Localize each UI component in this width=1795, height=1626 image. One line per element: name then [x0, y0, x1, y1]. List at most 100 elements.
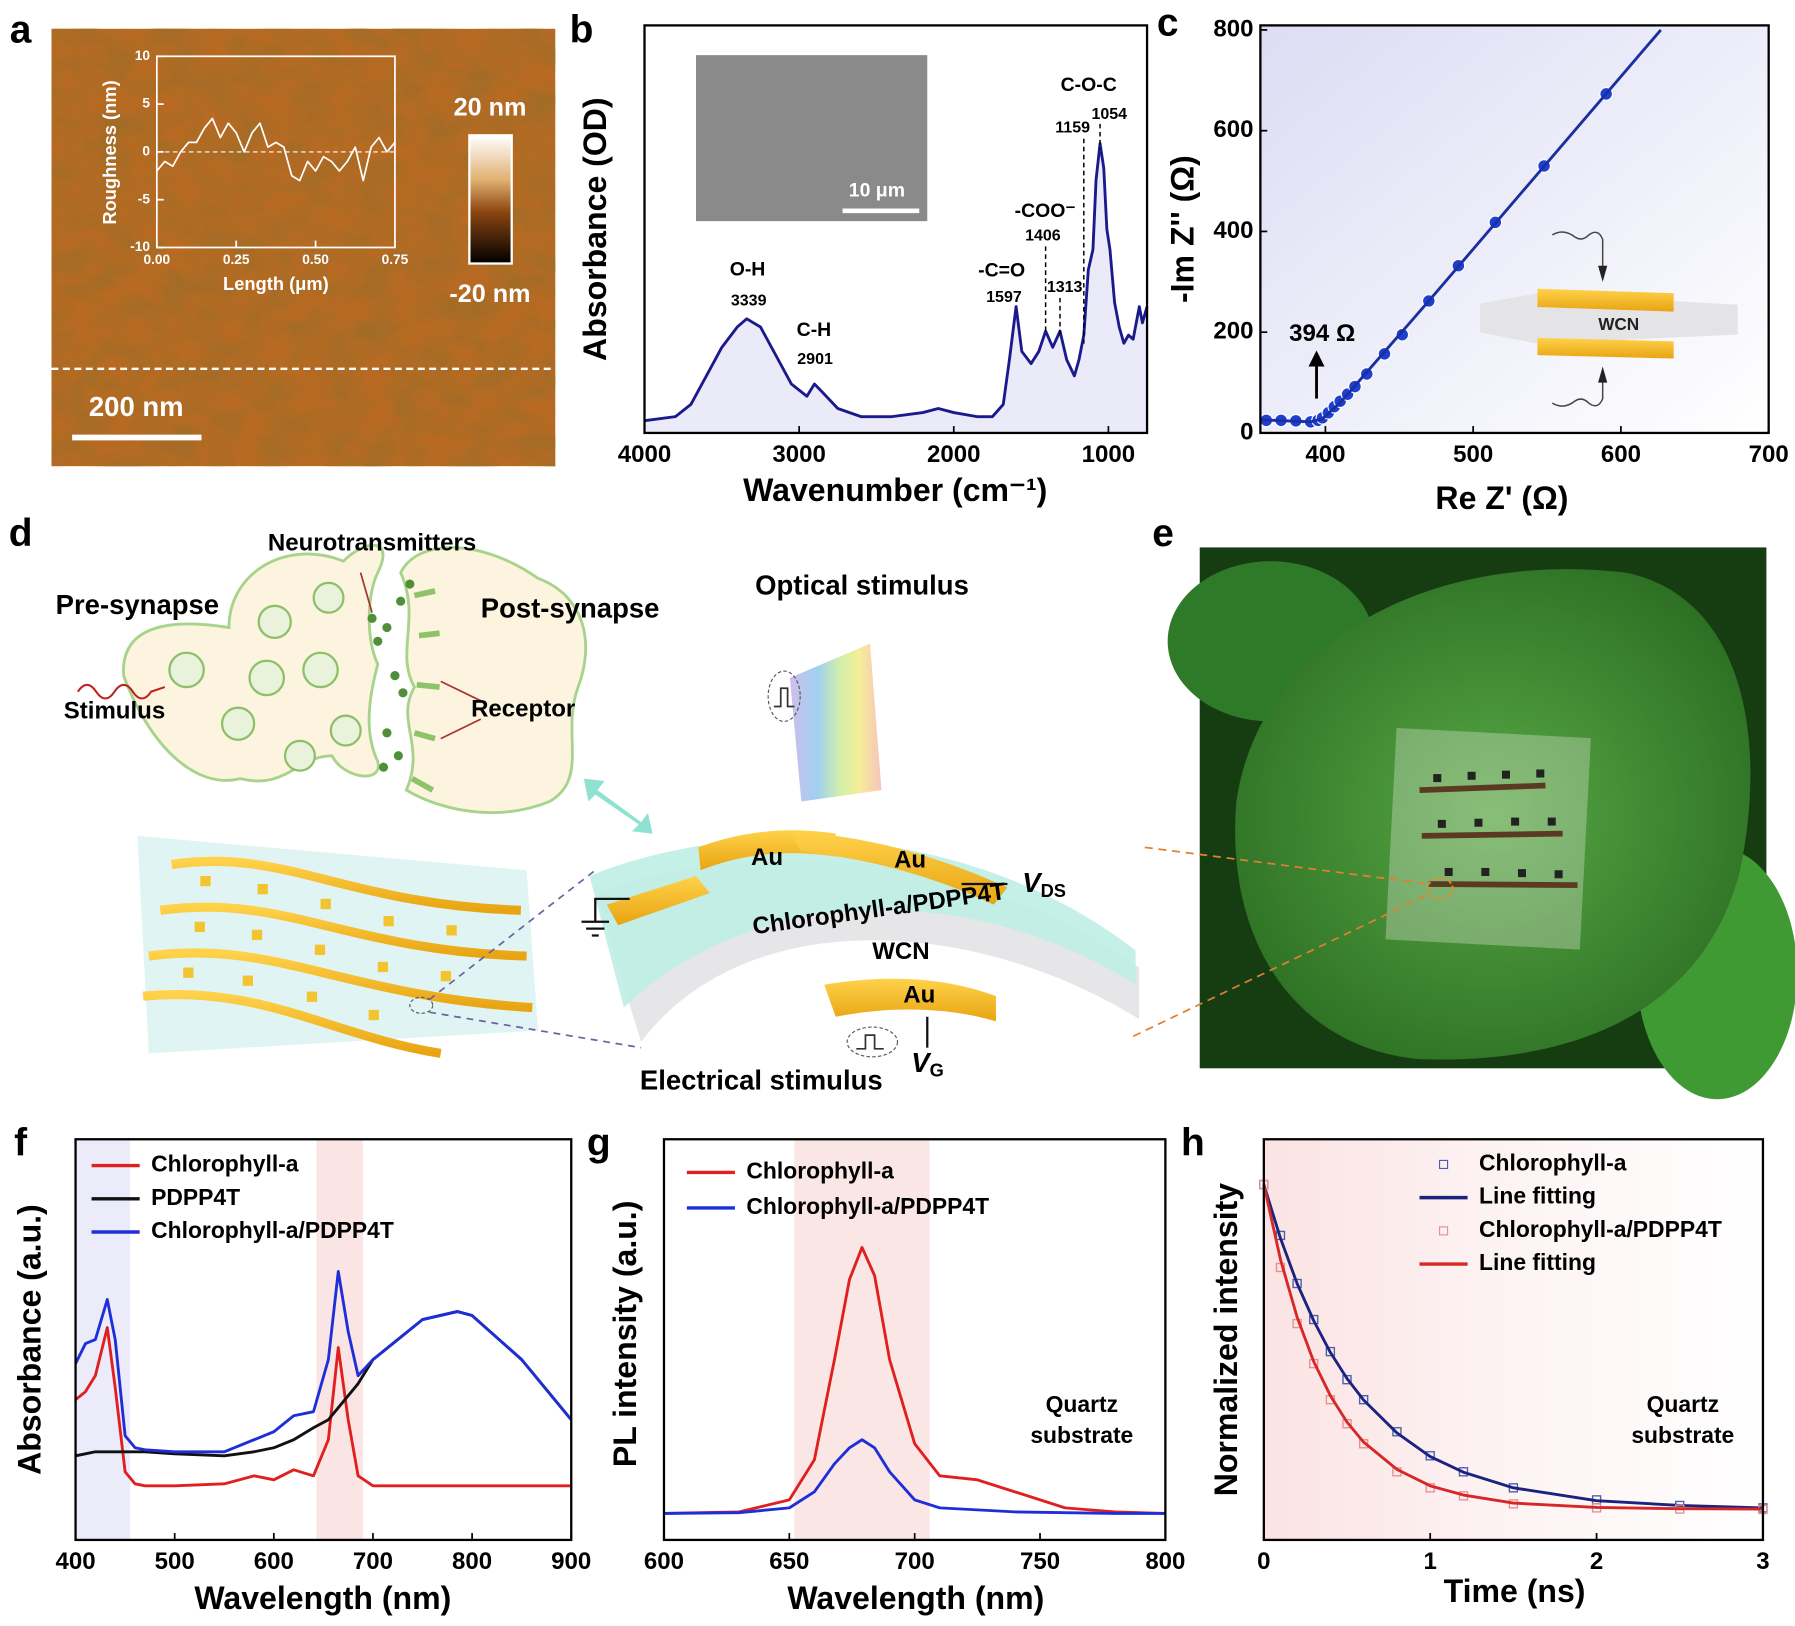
receptor: [413, 588, 436, 599]
x-axis-label: Time (ns): [1444, 1573, 1586, 1609]
pad: [1474, 818, 1483, 827]
series-line: [74, 1270, 573, 1454]
panel-label: d: [9, 512, 33, 555]
receptor: [413, 730, 436, 742]
x-tick-label: 0.00: [143, 252, 170, 267]
molecule: [393, 751, 403, 761]
device: [242, 975, 253, 986]
y-tick-label: 0: [1240, 418, 1253, 445]
post-synapse: [399, 546, 588, 814]
channel-layer: [589, 838, 1136, 1008]
electrode-line: [159, 902, 527, 961]
vesicle: [312, 581, 345, 614]
pulse-ring: [846, 1026, 899, 1058]
y-tick-label: 600: [1213, 116, 1253, 143]
marker: [1325, 1346, 1336, 1357]
device-rows: [1419, 782, 1578, 888]
molecule: [398, 688, 408, 698]
marker: [1392, 1427, 1402, 1437]
annotation: Quartz: [1647, 1391, 1719, 1417]
row: [1421, 830, 1563, 839]
pad: [1501, 770, 1510, 779]
label: WCN: [872, 938, 929, 965]
light-beam: [789, 643, 882, 802]
panel-label: a: [10, 9, 32, 52]
bottom-electrode: [1537, 337, 1674, 359]
device: [257, 883, 268, 895]
x-tick-label: 0: [1257, 1548, 1270, 1575]
ground: [581, 897, 630, 937]
legend-label: Chlorophyll-a/PDPP4T: [1479, 1216, 1722, 1242]
x-tick-label: 0.75: [382, 252, 409, 267]
y-tick-label: 200: [1213, 318, 1253, 345]
legend-label: Chlorophyll-a/PDPP4T: [746, 1193, 989, 1219]
label: Au: [894, 846, 926, 873]
gate-electrode: [824, 978, 996, 1022]
x-axis-label: Length (μm): [223, 273, 329, 294]
x-tick-label: 400: [56, 1548, 96, 1575]
legend-label: Chlorophyll-a/PDPP4T: [151, 1217, 394, 1243]
x-tick-label: 900: [551, 1548, 591, 1575]
label: Optical stimulus: [755, 570, 969, 601]
electrode-line: [171, 856, 522, 915]
peak-value: 1159: [1055, 119, 1090, 137]
x-tick-label: 500: [155, 1548, 195, 1575]
pad: [1547, 817, 1556, 826]
legend-label: PDPP4T: [151, 1184, 240, 1210]
series-line: [663, 1246, 1166, 1515]
series-line: [1262, 1184, 1763, 1511]
stimulus-wave: [76, 683, 166, 700]
plot-frame: [643, 24, 1149, 435]
panel-label: b: [570, 9, 594, 52]
x-tick-label: 2000: [927, 441, 980, 468]
x-tick-label: 700: [895, 1548, 935, 1575]
arrow-head: [1308, 350, 1325, 367]
legend-label: Line fitting: [1479, 1183, 1596, 1209]
device: [383, 916, 394, 927]
optical-pulse: [773, 687, 795, 708]
peak-value: 2901: [797, 350, 833, 368]
y-tick-label: 0: [142, 144, 150, 159]
y-axis-label: -Im Z'' (Ω): [1164, 155, 1200, 303]
source-electrode: [606, 875, 710, 926]
marker: [1425, 1451, 1435, 1461]
y-tick-label: -5: [138, 191, 151, 206]
subscript: G: [930, 1060, 944, 1081]
probe-tip: [1598, 265, 1608, 282]
device: [306, 991, 318, 1002]
x-tick-label: 0.25: [223, 252, 250, 267]
legend-label: Chlorophyll-a: [746, 1158, 894, 1184]
device-pads: [1433, 769, 1563, 879]
peak-group: O-H: [730, 259, 766, 281]
x-tick-label: 0.50: [302, 252, 329, 267]
y-axis-label: Normalized intensity: [1208, 1183, 1244, 1497]
vesicle: [329, 714, 362, 747]
pad: [1554, 870, 1563, 879]
row: [1419, 782, 1546, 793]
y-tick-label: -10: [130, 239, 150, 254]
annotation: Quartz: [1046, 1391, 1118, 1417]
molecule: [405, 579, 415, 589]
x-tick-label: 700: [353, 1548, 393, 1575]
colorbar: [468, 134, 513, 265]
x-tick-label: 400: [1305, 441, 1345, 468]
panel-label: h: [1181, 1121, 1205, 1164]
vesicle: [257, 604, 292, 639]
y-tick-label: 10: [135, 48, 151, 63]
molecule: [382, 622, 392, 633]
device: [251, 929, 263, 941]
label: Stimulus: [64, 698, 165, 725]
highlight-ring: [409, 996, 434, 1014]
sem-scale-label: 10 μm: [849, 180, 905, 202]
leaf-photo: [1167, 547, 1795, 1100]
colorbar-min: -20 nm: [449, 280, 530, 308]
x-tick-label: 3000: [772, 441, 825, 468]
annotation: substrate: [1631, 1422, 1734, 1448]
molecule: [378, 762, 389, 772]
pointer: [440, 680, 482, 740]
electrical-pulse: [856, 1034, 884, 1050]
y-tick-label: 5: [142, 96, 150, 111]
vesicle: [302, 651, 339, 689]
pad: [1517, 869, 1526, 878]
pad: [1433, 774, 1442, 783]
